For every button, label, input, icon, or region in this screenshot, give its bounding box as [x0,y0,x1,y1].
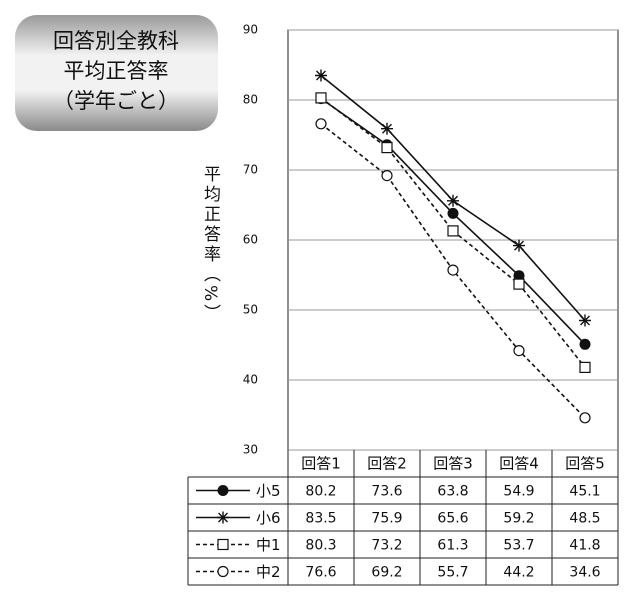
table-value: 80.3 [305,538,336,554]
series [315,93,591,350]
legend-marker [217,538,229,551]
table-value: 73.2 [371,538,402,554]
table-value: 45.1 [569,484,600,500]
y-tick-label: 80 [243,93,258,107]
series [315,69,591,327]
table-value: 75.9 [371,511,402,527]
y-tick-label: 40 [243,373,258,387]
table-value: 34.6 [569,565,600,581]
point [315,69,327,82]
x-tick-label: 回答4 [499,455,539,473]
table-value: 54.9 [503,484,534,500]
point [315,92,327,104]
series [315,118,591,424]
chart-title: 回答別全教科平均正答率（学年ごと） [53,29,179,113]
legend-label: 小5 [256,482,281,500]
table-value: 44.2 [503,565,534,581]
legend-label: 中1 [256,536,281,554]
table-value: 59.2 [503,511,534,527]
table-value: 63.8 [437,484,468,500]
point [513,345,525,357]
legend-label: 中2 [256,563,281,581]
point [447,264,459,276]
legend-marker [217,485,229,496]
point [447,194,459,207]
x-tick-label: 回答3 [433,455,473,473]
y-tick-label: 50 [243,303,258,317]
point [513,270,525,282]
table-value: 53.7 [503,538,534,554]
series [315,92,591,373]
point [579,361,591,373]
y-tick-label: 30 [243,443,258,457]
point [579,338,591,350]
title-badge [15,15,218,131]
series-line [320,97,586,368]
point [447,207,459,219]
table-value: 80.2 [305,484,336,500]
legend-marker [217,511,229,524]
point [513,239,525,252]
point [579,314,591,327]
point [447,225,459,237]
x-tick-label: 回答2 [367,455,407,473]
point [579,412,591,424]
x-tick-label: 回答1 [301,455,341,473]
table-value: 61.3 [437,538,468,554]
y-tick-label: 90 [243,23,258,37]
table-value: 41.8 [569,538,600,554]
point [381,142,393,154]
legend-label: 小6 [256,509,281,527]
point [381,170,393,182]
table-value: 73.6 [371,484,402,500]
table-value: 48.5 [569,511,600,527]
table-value: 69.2 [371,565,402,581]
y-axis-label: 平均正答率（%） [200,165,221,324]
series-line [320,97,586,345]
legend-marker [217,565,229,578]
table-value: 55.7 [437,565,468,581]
x-tick-label: 回答5 [565,455,605,473]
y-tick-label: 70 [243,163,258,177]
y-tick-label: 60 [243,233,258,247]
table-value: 76.6 [305,565,336,581]
table-value: 65.6 [437,511,468,527]
point [513,278,525,290]
point [381,122,393,135]
point [315,118,327,130]
table-value: 83.5 [305,511,336,527]
